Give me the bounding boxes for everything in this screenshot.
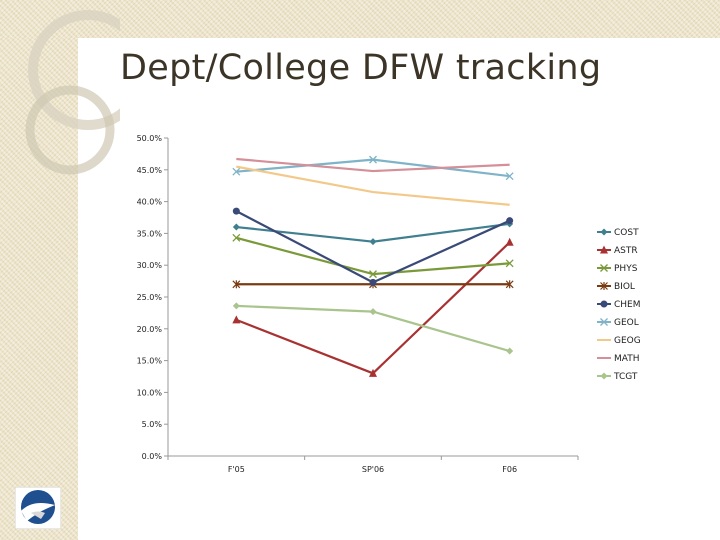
data-point-geol-stroke: [505, 172, 514, 181]
y-tick-label: 25.0%: [137, 293, 163, 302]
decorative-ring-inner: [25, 85, 115, 175]
eagle-logo-icon: [15, 487, 61, 529]
legend-item-geog: GEOG: [597, 336, 641, 346]
data-point-phys-stroke: [505, 259, 514, 268]
data-point-chem: [506, 217, 514, 225]
series-geol: [232, 155, 514, 181]
data-point-biol: [505, 280, 514, 289]
data-point-geol: [369, 155, 377, 164]
legend-label-biol: BIOL: [614, 282, 635, 292]
data-point-phys: [232, 233, 241, 242]
data-point-tcgt: [232, 302, 240, 310]
chart-legend: COST ASTR PHYS BIOL CHEM GEOL GEOG MATH TCGT: [597, 228, 641, 382]
data-point-biol: [232, 280, 241, 289]
y-tick-label: 50.0%: [137, 134, 163, 143]
y-tick-label: 45.0%: [137, 166, 163, 175]
top-decorative-band: [0, 0, 720, 38]
data-point-chem: [232, 207, 240, 215]
legend-label-chem: CHEM: [614, 300, 641, 310]
y-tick-label: 10.0%: [137, 388, 163, 397]
legend-item-tcgt: TCGT: [597, 372, 638, 382]
data-point-cost: [369, 238, 377, 246]
data-point-astr: [505, 237, 514, 246]
legend-item-biol: BIOL: [597, 282, 635, 292]
legend-marker-chem: [600, 300, 608, 308]
series-cost: [232, 220, 514, 246]
legend-label-geol: GEOL: [614, 318, 639, 328]
series-chem: [232, 207, 514, 286]
x-tick-label: SP'06: [362, 465, 384, 474]
series-math: [236, 157, 510, 173]
legend-item-chem: CHEM: [597, 300, 641, 310]
legend-item-phys: PHYS: [597, 264, 638, 274]
series-layer: [232, 155, 514, 377]
data-point-geol: [232, 167, 241, 176]
y-axis-ticks: 0.0% 5.0% 10.0% 15.0% 20.0% 25.0% 30.0% 35.0% 40…: [137, 134, 168, 461]
series-astr: [232, 237, 514, 377]
y-tick-label: 15.0%: [137, 357, 163, 366]
legend-marker-cost: [600, 228, 608, 236]
legend-label-geog: GEOG: [614, 336, 641, 346]
data-point-geol-stroke: [369, 155, 377, 164]
legend-marker-astr: [600, 245, 608, 254]
x-tick-label: F'05: [228, 465, 245, 474]
data-point-phys: [505, 259, 514, 268]
y-tick-label: 40.0%: [137, 198, 163, 207]
data-point-tcgt: [369, 308, 377, 316]
legend-item-geol: GEOL: [597, 318, 639, 328]
legend-item-astr: ASTR: [597, 245, 638, 256]
y-tick-label: 5.0%: [142, 420, 163, 429]
legend-item-math: MATH: [597, 354, 640, 364]
data-point-chem: [369, 278, 377, 286]
legend-label-tcgt: TCGT: [613, 372, 638, 382]
y-tick-label: 35.0%: [137, 229, 163, 238]
y-tick-label: 20.0%: [137, 325, 163, 334]
slide-title: Dept/College DFW tracking: [120, 48, 602, 88]
legend-marker-geol-stroke: [600, 318, 608, 326]
legend-label-phys: PHYS: [614, 264, 638, 274]
series-tcgt: [232, 302, 514, 355]
data-point-astr: [369, 368, 377, 377]
y-tick-label: 30.0%: [137, 261, 163, 270]
data-point-geol: [505, 172, 514, 181]
data-point-astr: [232, 315, 241, 324]
legend-item-cost: COST: [597, 228, 639, 238]
legend-label-cost: COST: [614, 228, 639, 238]
legend-label-astr: ASTR: [614, 246, 638, 256]
x-axis-ticks: F'05 SP'06 F06: [167, 456, 579, 474]
legend-marker-tcgt: [600, 372, 608, 380]
y-tick-label: 0.0%: [142, 452, 163, 461]
data-point-phys-stroke: [232, 233, 241, 242]
data-point-tcgt: [506, 347, 514, 355]
legend-marker-geol: [600, 318, 608, 326]
data-point-phys-stroke: [369, 270, 377, 279]
chart-axes: [167, 138, 578, 457]
x-tick-label: F06: [502, 465, 517, 474]
legend-marker-biol: [600, 282, 608, 290]
data-point-geol-stroke: [232, 167, 241, 176]
decorative-rings: [25, 10, 120, 175]
series-geog: [236, 165, 510, 206]
series-line-geog: [236, 165, 510, 206]
decorative-ring-outer: [28, 10, 120, 130]
series-phys: [232, 233, 514, 279]
legend-marker-phys-stroke: [600, 264, 608, 272]
data-point-cost: [232, 223, 240, 231]
data-point-phys: [369, 270, 377, 279]
legend-label-math: MATH: [614, 354, 640, 364]
series-line-chem: [235, 210, 511, 284]
series-line-math: [236, 157, 510, 173]
legend-marker-phys: [600, 264, 608, 272]
